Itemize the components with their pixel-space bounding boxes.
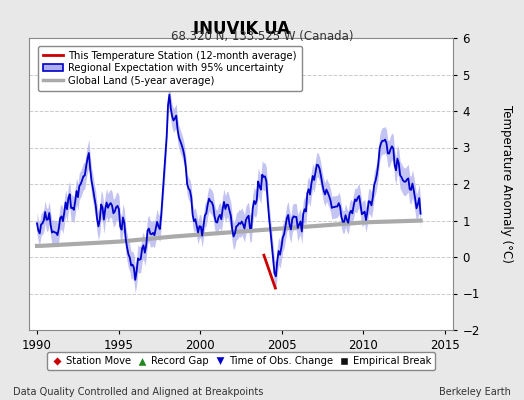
Text: Berkeley Earth: Berkeley Earth bbox=[439, 387, 511, 397]
Title: INUVIK UA: INUVIK UA bbox=[192, 20, 290, 38]
Text: 68.320 N, 133.525 W (Canada): 68.320 N, 133.525 W (Canada) bbox=[171, 30, 353, 43]
Legend: Station Move, Record Gap, Time of Obs. Change, Empirical Break: Station Move, Record Gap, Time of Obs. C… bbox=[47, 352, 435, 370]
Y-axis label: Temperature Anomaly (°C): Temperature Anomaly (°C) bbox=[500, 105, 514, 263]
Text: Data Quality Controlled and Aligned at Breakpoints: Data Quality Controlled and Aligned at B… bbox=[13, 387, 264, 397]
